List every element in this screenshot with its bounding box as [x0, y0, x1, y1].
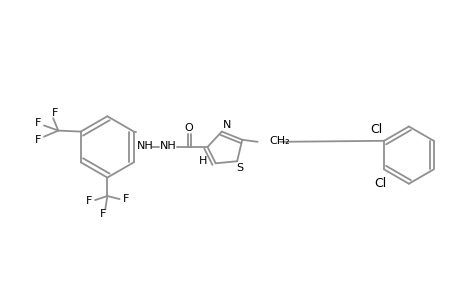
Text: H: H: [199, 156, 207, 166]
Text: F: F: [34, 135, 41, 145]
Text: F: F: [85, 196, 92, 206]
Text: F: F: [100, 209, 106, 219]
Text: CH₂: CH₂: [269, 136, 290, 146]
Text: O: O: [185, 122, 193, 133]
Text: Cl: Cl: [373, 177, 385, 190]
Text: F: F: [34, 118, 41, 128]
Text: N: N: [222, 121, 230, 130]
Text: F: F: [122, 194, 129, 204]
Text: NH: NH: [136, 141, 153, 151]
Text: S: S: [236, 164, 243, 173]
Text: Cl: Cl: [369, 123, 381, 136]
Text: NH: NH: [160, 141, 177, 151]
Text: F: F: [52, 108, 58, 118]
